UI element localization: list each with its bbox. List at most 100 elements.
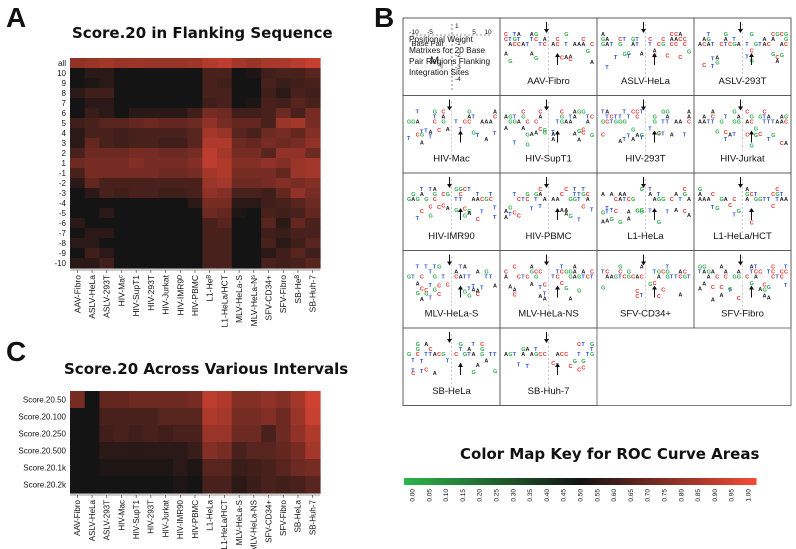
logo-letter: C [670, 32, 674, 38]
heatmap-cell [84, 108, 101, 119]
heatmap-cell [275, 128, 292, 139]
logo-letter: C [763, 110, 767, 116]
logo-letter: C [560, 270, 564, 276]
heatmap-cell [231, 188, 248, 199]
row-label: 10 [57, 69, 66, 78]
color-key-tick-label: 0.65 [628, 489, 635, 502]
logo-letter: A [573, 115, 577, 121]
logo-letter: T [429, 134, 433, 140]
logo-letter: A [601, 32, 605, 38]
color-key-swatch [523, 478, 528, 485]
color-key-swatch [572, 478, 577, 485]
heatmap-cell [202, 108, 218, 119]
heatmap-cell [128, 238, 145, 249]
up-arrow-icon [555, 285, 560, 290]
logo-letter: C [784, 270, 788, 276]
logo-letter: G [720, 197, 724, 203]
heatmap-cell [217, 88, 233, 99]
logo-letter: G [754, 42, 758, 48]
heatmap-cell [84, 218, 101, 229]
heatmap-cell [246, 238, 262, 249]
column-label: HIV-293T [146, 275, 156, 311]
logo-letter: C [480, 342, 484, 348]
heatmap-cell [128, 459, 145, 477]
heatmap-cell [217, 391, 233, 409]
column-label: HIV-IMR9ᴰ [175, 275, 185, 316]
logo-letter: C [420, 209, 424, 215]
logo-letter: T [467, 275, 471, 281]
logo-letter: C [784, 120, 788, 126]
logo-letter: A [476, 197, 480, 203]
logo-letter: T [577, 192, 581, 198]
logo-letter: C [504, 37, 508, 43]
heatmap-cell [128, 198, 145, 209]
heatmap-cell [217, 248, 233, 259]
heatmap-cell [246, 442, 262, 460]
down-arrow-icon [738, 184, 743, 188]
logo-letter: A [429, 130, 433, 136]
logo-letter: C [504, 32, 508, 38]
logo-letter: G [754, 197, 758, 203]
heatmap-cell [217, 238, 233, 249]
heatmap-cell [128, 138, 145, 149]
heatmap-cell [275, 148, 292, 159]
logo-letter: A [573, 131, 577, 137]
logo-letter: C [614, 197, 618, 203]
heatmap-cell [84, 238, 101, 249]
color-key-swatch [565, 478, 570, 485]
heatmap-cell [99, 148, 115, 159]
logo-letter: T [623, 110, 627, 116]
color-key-swatch [604, 478, 609, 485]
logo-letter: T [467, 286, 471, 292]
heatmap-cell [114, 218, 130, 229]
logo-letter: A [420, 297, 424, 303]
color-key-tick-label: 0.00 [410, 489, 417, 502]
logo-letter: A [472, 197, 476, 203]
heatmap-cell [231, 178, 248, 189]
heatmap-cell [231, 148, 248, 159]
logo-letter: A [569, 120, 573, 126]
logo-letter: T [513, 115, 517, 121]
logo-letter: T [586, 115, 590, 121]
heatmap-cell [246, 108, 262, 119]
logo-key-y-tick: -1 [455, 40, 461, 47]
logo-cell-label: ASLV-293T [719, 76, 767, 87]
down-arrow-icon [447, 106, 452, 111]
heatmap-cell [158, 118, 174, 129]
heatmap-cell [128, 148, 145, 159]
color-key-swatch [481, 478, 486, 485]
heatmap-cell [99, 218, 115, 229]
logo-letter: A [610, 192, 614, 198]
column-label: MLV-HeLa-S [234, 275, 244, 323]
logo-letter: G [640, 133, 644, 139]
logo-letter: G [446, 192, 450, 198]
logo-letter: G [441, 352, 445, 358]
logo-letter: G [683, 192, 687, 198]
logo-letter: G [780, 53, 784, 59]
logo-letter: A [618, 139, 622, 145]
color-key-tick-label: 0.85 [695, 489, 702, 502]
logo-key-x-tick: 5 [472, 29, 476, 36]
logo-letter: G [463, 214, 467, 220]
logo-letter: T [640, 293, 644, 299]
logo-letter: A [504, 126, 508, 132]
logo-letter: A [467, 115, 471, 121]
logo-letter: C [416, 132, 420, 138]
color-key-swatch [639, 478, 644, 485]
color-key-swatch [682, 478, 687, 485]
logo-letter: G [573, 197, 577, 203]
logo-letter: A [508, 42, 512, 48]
color-key-swatch [664, 478, 669, 485]
logo-letter: A [543, 296, 547, 302]
logo-letter: T [459, 127, 463, 133]
logo-letter: G [467, 110, 471, 116]
down-arrow-icon [641, 184, 646, 188]
heatmap-cell [128, 88, 145, 99]
logo-key-y-tick: -3 [455, 64, 461, 71]
logo-cell-label: HIV-SupT1 [525, 154, 571, 165]
heatmap-cell [202, 118, 218, 129]
logo-letter: T [441, 275, 445, 281]
column-label: SFV-Fibro [279, 499, 288, 536]
heatmap-cell [231, 408, 248, 426]
logo-letter: G [543, 131, 547, 137]
